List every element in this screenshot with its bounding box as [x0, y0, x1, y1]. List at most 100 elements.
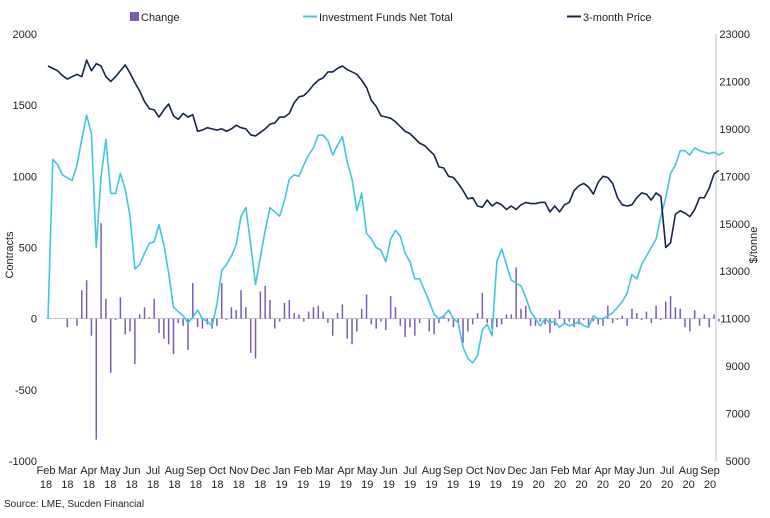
x-tick-year: 20 [533, 479, 545, 491]
change-bars [66, 223, 725, 440]
y-right-tick-label: 21000 [719, 76, 750, 88]
change-bar [254, 318, 257, 359]
change-bar [230, 307, 233, 319]
change-bar [105, 298, 107, 319]
x-tick-year: 19 [275, 479, 287, 491]
change-bar [158, 318, 160, 333]
change-bar [660, 318, 662, 321]
change-bar [708, 318, 710, 328]
change-bar [356, 318, 358, 332]
change-bar [418, 318, 421, 323]
change-bar [568, 318, 570, 322]
x-tick-year: 19 [383, 479, 395, 491]
change-bar [380, 318, 382, 322]
change-bar [655, 305, 657, 319]
change-bar [510, 314, 513, 319]
change-bar [201, 318, 204, 329]
change-bar [196, 318, 199, 328]
x-tick-month: Jan [273, 465, 291, 477]
y-left-tick-label: 1000 [13, 171, 37, 183]
change-bar [138, 314, 141, 319]
change-bar [447, 318, 450, 322]
change-bar [274, 318, 276, 329]
change-bar [544, 318, 546, 325]
change-bar [293, 312, 295, 319]
change-bar [534, 318, 537, 326]
y-left-axis: 2000 1500 1000 500 0 -500 -1000 [9, 29, 37, 468]
x-tick-year: 19 [468, 479, 480, 491]
change-bar [703, 314, 706, 319]
y-right-axis-title: $/tonne [748, 227, 760, 264]
change-bar [269, 300, 271, 319]
x-tick-year: 18 [168, 479, 180, 491]
x-tick-year: 19 [297, 479, 309, 491]
x-tick-month: Feb [551, 465, 570, 477]
y-right-tick-label: 11000 [720, 314, 750, 326]
x-tick-month: Jan [530, 465, 548, 477]
change-bar [399, 318, 402, 326]
change-bar [312, 307, 315, 319]
x-tick-month: May [100, 465, 121, 477]
change-bar [235, 310, 237, 319]
funds-series-line [47, 114, 725, 364]
x-tick-year: 18 [233, 479, 245, 491]
x-tick-month: Dec [250, 465, 270, 477]
y-right-tick-label: 9000 [726, 361, 750, 373]
change-bar [611, 318, 614, 323]
change-bar [467, 318, 469, 332]
x-tick-year: 20 [661, 479, 673, 491]
change-bar [375, 318, 377, 329]
change-bar [216, 318, 218, 326]
change-bar [409, 318, 411, 328]
change-bar [573, 318, 575, 328]
x-tick-month: Jun [123, 465, 141, 477]
change-bar [220, 283, 223, 319]
change-bar [288, 300, 291, 319]
change-bar [558, 310, 561, 319]
change-bar [153, 298, 155, 319]
x-tick-month: Mar [58, 465, 77, 477]
change-bar [134, 318, 136, 365]
y-left-tick-label: -1000 [9, 456, 37, 468]
x-tick-year: 19 [404, 479, 416, 491]
x-tick-month: Jul [403, 465, 417, 477]
x-tick-year: 20 [640, 479, 652, 491]
x-tick-month: Aug [679, 465, 699, 477]
change-bar [259, 291, 262, 319]
change-bar [462, 318, 464, 343]
change-bar [669, 295, 672, 319]
change-bar [631, 308, 633, 319]
change-bar [76, 318, 78, 326]
x-tick-year: 20 [575, 479, 587, 491]
change-bar [645, 311, 648, 319]
change-bar [346, 318, 348, 339]
x-tick-year: 18 [147, 479, 159, 491]
x-tick-year: 20 [682, 479, 694, 491]
legend-funds-label: Investment Funds Net Total [319, 12, 453, 24]
change-bar [650, 318, 653, 323]
x-tick-year: 18 [254, 479, 266, 491]
x-tick-year: 19 [340, 479, 352, 491]
change-bar [240, 290, 242, 319]
x-tick-year: 18 [61, 479, 73, 491]
y-right-tick-label: 7000 [726, 409, 750, 421]
x-tick-year: 19 [490, 479, 502, 491]
change-bar [119, 297, 122, 319]
x-tick-year: 18 [83, 479, 95, 491]
price-series-line [47, 59, 720, 249]
x-tick-year: 19 [447, 479, 459, 491]
change-bar [245, 307, 247, 319]
change-bar [298, 314, 300, 319]
x-tick-month: Nov [229, 465, 249, 477]
x-axis: Feb 18 Mar 18 Apr 18 May 18 Jun 18 Jul 18 Aug 18 Sep 18… [37, 465, 720, 491]
x-tick-month: Mar [315, 465, 334, 477]
x-tick-year: 18 [104, 479, 116, 491]
x-tick-month: Feb [37, 465, 56, 477]
change-bar [496, 318, 498, 328]
change-bar [114, 318, 117, 321]
change-bar [563, 318, 566, 325]
x-tick-month: May [357, 465, 378, 477]
change-bar [81, 290, 83, 319]
change-bar [693, 310, 696, 319]
change-bar [582, 318, 585, 321]
